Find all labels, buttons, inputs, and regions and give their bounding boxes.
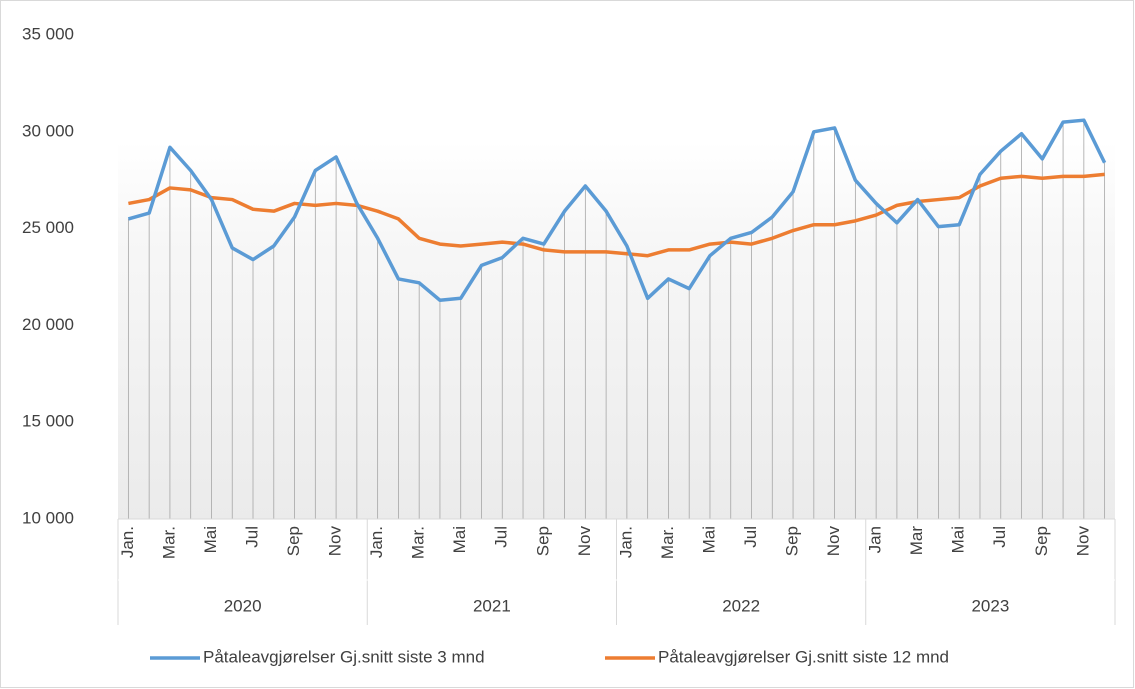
group-label: 2023 [971,596,1009,615]
y-tick-label: 10 000 [22,508,74,527]
x-tick-label: Nov [1073,526,1092,557]
x-tick-label: Mai [201,526,220,553]
y-tick-label: 20 000 [22,315,74,334]
x-tick-label: Jan [866,526,885,553]
x-tick-label: Sep [533,526,552,556]
x-tick-label: Mar [907,526,926,556]
x-tick-label: Sep [284,526,303,556]
legend-label: Påtaleavgjørelser Gj.snitt siste 12 mnd [658,647,949,666]
y-tick-label: 30 000 [22,121,74,140]
x-tick-label: Mar. [658,526,677,559]
group-label: 2022 [722,596,760,615]
x-tick-label: Jan. [118,526,137,558]
series-line [127,118,1107,302]
x-tick-label: Jul [990,526,1009,548]
group-label: 2020 [224,596,262,615]
x-tick-label: Jul [242,526,261,548]
y-tick-label: 15 000 [22,412,74,431]
x-tick-label: Mai [949,526,968,553]
x-tick-label: Nov [575,526,594,557]
x-tick-label: Mai [699,526,718,553]
y-tick-label: 35 000 [22,24,74,43]
x-tick-label: Nov [326,526,345,557]
series-line [128,172,1105,258]
x-tick-label: Sep [1032,526,1051,556]
x-tick-label: Sep [783,526,802,556]
x-tick-label: Mar. [409,526,428,559]
legend-label: Påtaleavgjørelser Gj.snitt siste 3 mnd [203,647,485,666]
x-tick-label: Jul [492,526,511,548]
x-tick-label: Nov [824,526,843,557]
x-tick-label: Jan. [367,526,386,558]
x-tick-label: Mai [450,526,469,553]
plot-background [118,141,1115,520]
group-label: 2021 [473,596,511,615]
x-tick-label: Jul [741,526,760,548]
y-tick-label: 25 000 [22,218,74,237]
x-tick-label: Jan. [616,526,635,558]
x-tick-label: Mar. [159,526,178,559]
